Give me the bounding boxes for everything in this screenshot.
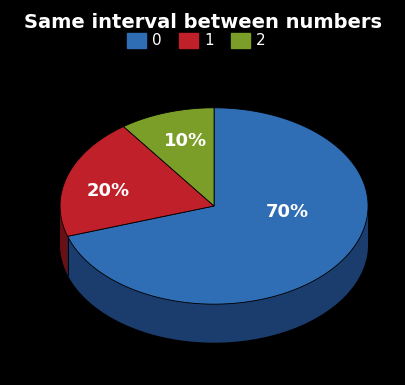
Polygon shape xyxy=(68,207,368,343)
Polygon shape xyxy=(124,108,214,206)
Text: 2: 2 xyxy=(256,33,266,48)
Text: 10%: 10% xyxy=(164,132,207,149)
Bar xyxy=(231,33,250,48)
Text: Same interval between numbers: Same interval between numbers xyxy=(23,13,382,32)
Polygon shape xyxy=(68,108,368,304)
Text: 70%: 70% xyxy=(266,203,309,221)
Ellipse shape xyxy=(60,146,368,343)
Text: 1: 1 xyxy=(204,33,214,48)
Text: 0: 0 xyxy=(152,33,162,48)
Text: 20%: 20% xyxy=(87,182,130,199)
Bar xyxy=(179,33,198,48)
Polygon shape xyxy=(60,206,68,275)
Polygon shape xyxy=(60,127,214,236)
Bar xyxy=(128,33,146,48)
